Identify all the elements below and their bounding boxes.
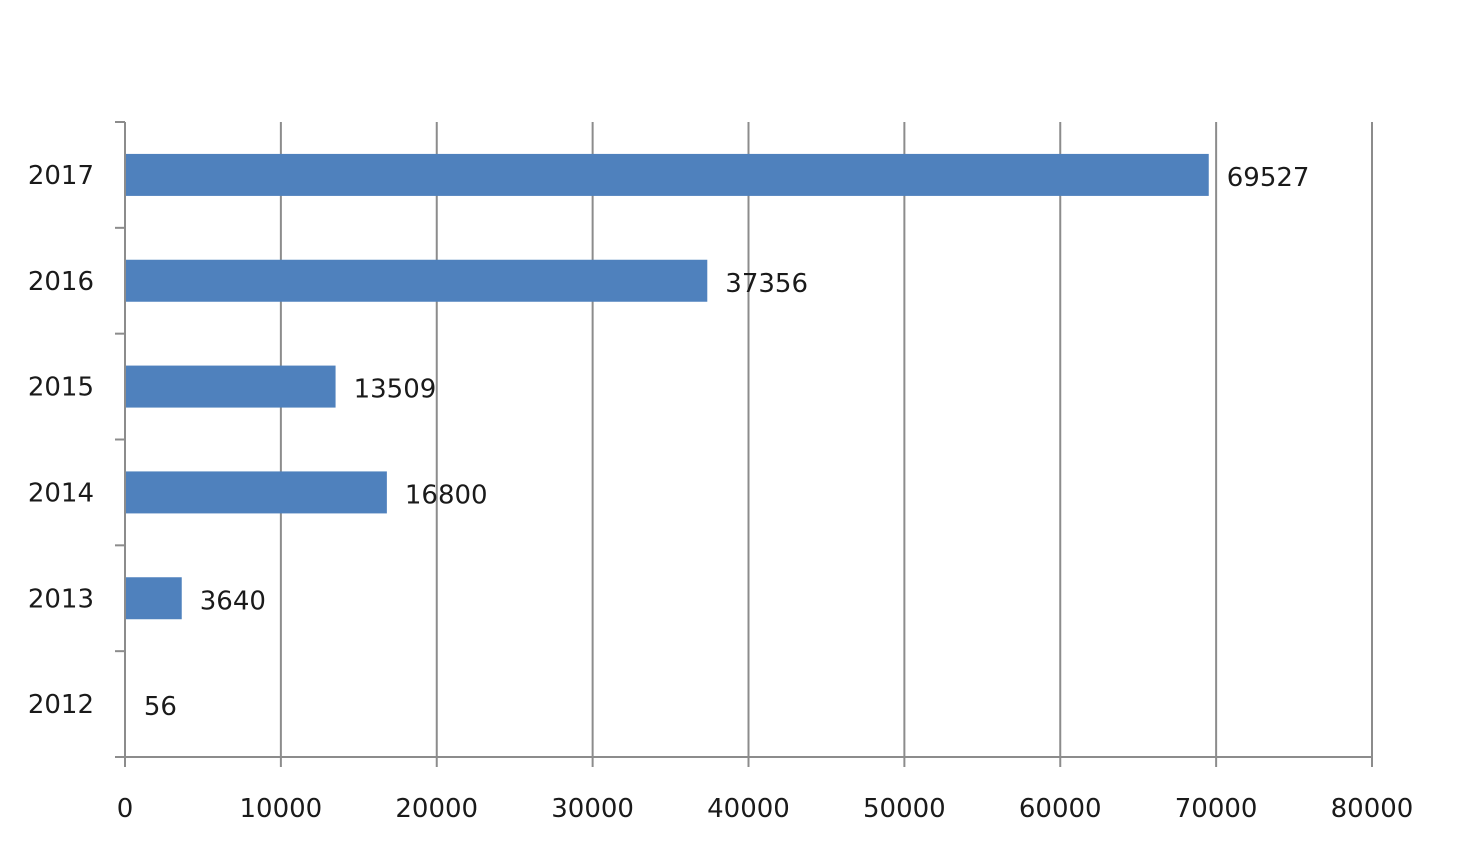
axes <box>115 121 1373 767</box>
y-category-label: 2014 <box>28 478 94 508</box>
gridlines <box>279 122 1373 757</box>
labels: 0 10000 20000 30000 40000 50000 60000 70000 8000… <box>28 161 1414 824</box>
bar-2013 <box>126 577 182 620</box>
y-category-label: 2012 <box>28 690 94 720</box>
data-label-2013: 3640 <box>200 586 266 616</box>
bar-2016 <box>126 259 708 302</box>
y-category-label: 2015 <box>28 373 94 403</box>
x-tick-label: 50000 <box>863 794 946 824</box>
bars <box>126 153 1209 620</box>
x-tick-label: 70000 <box>1175 794 1258 824</box>
data-label-2017: 69527 <box>1227 163 1310 193</box>
x-tick-label: 30000 <box>551 794 634 824</box>
x-tick-label: 0 <box>117 794 134 824</box>
x-tick-label: 40000 <box>707 794 790 824</box>
data-label-2012: 56 <box>144 692 177 722</box>
y-category-label: 2013 <box>28 584 94 614</box>
x-tick-label: 60000 <box>1019 794 1102 824</box>
bar-2017 <box>126 153 1209 196</box>
data-label-2015: 13509 <box>354 375 437 405</box>
x-tick-label: 20000 <box>395 794 478 824</box>
x-tick-label: 80000 <box>1331 794 1414 824</box>
y-category-label: 2017 <box>28 161 94 191</box>
data-label-2016: 37356 <box>725 269 808 299</box>
bar-2014 <box>126 471 387 514</box>
data-label-2014: 16800 <box>405 480 488 510</box>
x-tick-label: 10000 <box>240 794 323 824</box>
bar-2015 <box>126 365 336 408</box>
y-category-label: 2016 <box>28 267 94 297</box>
